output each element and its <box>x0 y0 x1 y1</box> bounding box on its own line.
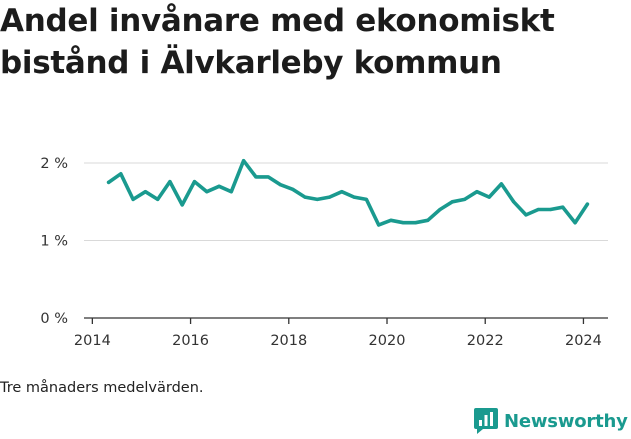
x-tick-label: 2018 <box>270 333 307 349</box>
data-point <box>548 207 553 212</box>
data-point <box>119 172 123 176</box>
data-point <box>278 183 283 187</box>
data-point <box>573 221 577 225</box>
footnote: Tre månaders medelvärden. <box>0 380 204 396</box>
x-tick-label: 2022 <box>467 333 504 349</box>
data-point <box>499 182 504 186</box>
x-tick-label: 2016 <box>172 333 209 349</box>
data-point <box>106 180 111 184</box>
brand-logo[interactable]: Newsworthy <box>474 408 628 434</box>
data-point <box>340 190 344 194</box>
data-point <box>487 195 491 199</box>
data-point <box>192 180 197 184</box>
data-point <box>180 203 184 207</box>
data-point <box>327 195 332 199</box>
data-point <box>254 175 258 179</box>
data-point <box>229 190 233 194</box>
data-point <box>450 200 454 204</box>
data-point <box>168 180 172 184</box>
data-point <box>266 175 270 179</box>
data-point <box>426 218 430 222</box>
data-point <box>377 223 381 227</box>
x-tick-label: 2020 <box>369 333 406 349</box>
series-line <box>106 158 590 227</box>
data-point <box>364 197 368 202</box>
data-point <box>512 200 516 204</box>
data-point <box>389 218 393 222</box>
data-point <box>462 197 467 202</box>
brand-name: Newsworthy <box>504 410 628 432</box>
y-tick-label: 0 % <box>40 311 68 327</box>
series-layer <box>106 158 590 227</box>
data-point <box>291 187 295 191</box>
data-point <box>413 221 418 225</box>
data-point <box>438 207 442 212</box>
chart-title: Andel invånare med ekonomiskt bistånd i … <box>0 3 555 81</box>
data-point <box>561 205 565 209</box>
data-point <box>401 221 405 225</box>
data-point <box>143 190 147 194</box>
data-point <box>536 207 540 212</box>
data-point <box>352 195 356 199</box>
data-point <box>205 190 209 194</box>
data-point <box>585 202 589 206</box>
data-point <box>242 159 246 163</box>
data-point <box>217 184 221 188</box>
x-tick-label: 2014 <box>74 333 111 349</box>
y-axis: 0 % 1 % 2 % <box>40 156 68 327</box>
x-axis: 2014 2016 2018 2020 2022 2024 <box>74 317 608 349</box>
y-tick-label: 1 % <box>40 234 68 250</box>
x-tick-label: 2024 <box>565 333 602 349</box>
data-point <box>156 197 160 202</box>
data-point <box>131 197 135 202</box>
bar-chart-icon <box>474 408 498 434</box>
data-point <box>315 197 319 202</box>
gridlines <box>84 162 608 241</box>
data-point <box>475 190 479 194</box>
data-point <box>524 213 528 217</box>
y-tick-label: 2 % <box>40 156 68 172</box>
data-point <box>303 195 307 199</box>
